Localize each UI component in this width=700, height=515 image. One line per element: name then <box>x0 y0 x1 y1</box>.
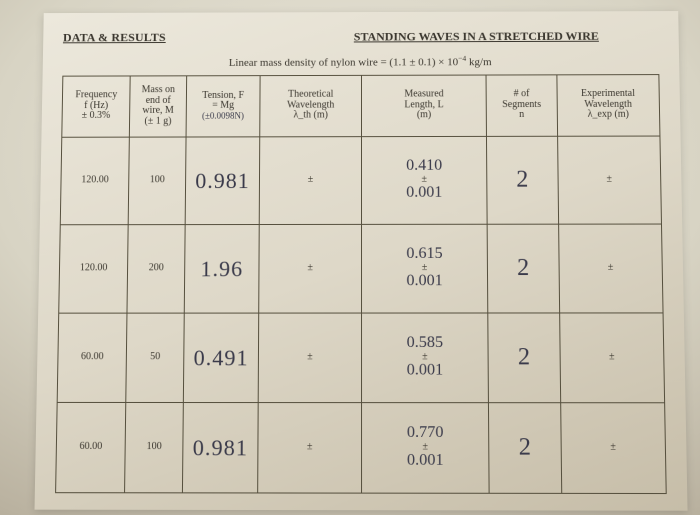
pm-symbol: ± <box>609 352 615 363</box>
pm-symbol: ± <box>307 263 313 274</box>
hand-length-value: 0.770 <box>365 425 485 442</box>
cell-segments: 2 <box>487 136 559 224</box>
document-title: STANDING WAVES IN A STRETCHED WIRE <box>354 29 599 44</box>
hand-length-error: 0.001 <box>365 185 483 202</box>
table-body: 120.001000.981±0.410±0.0012±120.002001.9… <box>56 136 667 493</box>
pm-symbol: ± <box>608 262 614 273</box>
cell-theoretical: ± <box>259 136 362 224</box>
density-suffix: kg/m <box>466 56 491 68</box>
table-row: 60.00100 0.981 ±0.770±0.001 2 ± <box>56 402 667 493</box>
cell-mass: 200 <box>127 224 185 313</box>
hand-length-value: 0.615 <box>365 246 484 263</box>
pm-symbol: ± <box>307 352 313 363</box>
cell-frequency: 120.00 <box>60 137 129 225</box>
table-row: 120.00100 0.981 ±0.410±0.001 2 ± <box>60 136 661 225</box>
hand-length-value: 0.410 <box>365 158 483 175</box>
hand-length-error: 0.001 <box>365 273 484 290</box>
pm-symbol: ± <box>606 174 612 185</box>
col-mass-l4: (± 1 g) <box>133 116 183 126</box>
cell-measured-length: 0.615±0.001 <box>362 224 488 313</box>
linear-density-note: Linear mass density of nylon wire = (1.1… <box>62 53 659 69</box>
col-theo-l3: λ_th (m) <box>263 111 358 122</box>
cell-segments: 2 <box>489 402 562 493</box>
cell-mass: 50 <box>126 313 184 402</box>
cell-segments: 2 <box>487 224 559 313</box>
hand-tension: 0.981 <box>193 434 248 460</box>
cell-tension: 0.491 <box>183 313 258 402</box>
cell-tension: 1.96 <box>184 224 259 313</box>
hand-segments: 2 <box>519 434 531 461</box>
cell-frequency: 120.00 <box>59 224 129 312</box>
cell-tension: 0.981 <box>182 402 258 492</box>
cell-experimental: ± <box>559 313 664 403</box>
hand-length-error: 0.001 <box>365 363 485 380</box>
cell-mass: 100 <box>128 137 186 225</box>
col-mass: Mass on end of wire, M (± 1 g) <box>130 75 187 136</box>
header-row-cells: Frequency f (Hz) ± 0.3% Mass on end of w… <box>62 74 660 137</box>
cell-experimental: ± <box>560 402 666 493</box>
cell-theoretical: ± <box>259 224 362 313</box>
cell-experimental: ± <box>557 136 661 224</box>
data-table: Frequency f (Hz) ± 0.3% Mass on end of w… <box>55 74 667 494</box>
col-exp-l3: λ_exp (m) <box>560 110 656 121</box>
hand-segments: 2 <box>516 167 528 193</box>
section-heading: DATA & RESULTS <box>63 30 166 45</box>
cell-measured-length: 0.770±0.001 <box>362 402 490 493</box>
cell-theoretical: ± <box>258 402 362 493</box>
cell-measured-length: 0.410±0.001 <box>362 136 488 224</box>
table-row: 60.0050 0.491 ±0.585±0.001 2 ± <box>57 313 664 403</box>
cell-measured-length: 0.585±0.001 <box>362 313 489 403</box>
cell-tension: 0.981 <box>185 137 259 225</box>
cell-theoretical: ± <box>258 313 362 403</box>
col-experimental: Experimental Wavelength λ_exp (m) <box>557 74 660 136</box>
hand-length-value: 0.585 <box>365 335 484 352</box>
cell-frequency: 60.00 <box>57 313 127 402</box>
cell-frequency: 60.00 <box>56 402 126 492</box>
col-seg-l3: n <box>490 110 554 121</box>
density-exponent: −4 <box>458 54 466 63</box>
photo-background: DATA & RESULTS STANDING WAVES IN A STRET… <box>0 0 700 515</box>
cell-experimental: ± <box>558 224 663 313</box>
col-tension: Tension, F = Mg (±0.0098N) <box>186 75 260 136</box>
hand-tension: 0.491 <box>193 344 248 369</box>
hand-tension: 0.981 <box>195 168 250 193</box>
col-meas-l3: (m) <box>365 111 483 122</box>
hand-segments: 2 <box>517 255 529 281</box>
col-segments: # of Segments n <box>486 75 557 137</box>
col-measured-length: Measured Length, L (m) <box>362 75 487 137</box>
hand-tension: 1.96 <box>200 256 243 281</box>
col-freq-l3: ± 0.3% <box>66 111 127 122</box>
cell-segments: 2 <box>488 313 560 403</box>
cell-mass: 100 <box>125 402 184 492</box>
pm-symbol: ± <box>307 441 313 452</box>
table-row: 120.00200 1.96 ±0.615±0.001 2 ± <box>59 224 663 313</box>
density-text: Linear mass density of nylon wire = (1.1… <box>229 57 458 69</box>
col-tension-handnote: (±0.0098N) <box>190 112 257 121</box>
col-theoretical: Theoretical Wavelength λ_th (m) <box>260 75 362 136</box>
pm-symbol: ± <box>610 442 616 453</box>
hand-segments: 2 <box>518 344 530 371</box>
hand-length-error: 0.001 <box>365 453 485 470</box>
header-row: DATA & RESULTS STANDING WAVES IN A STRET… <box>63 29 659 45</box>
pm-symbol: ± <box>308 174 314 185</box>
col-frequency: Frequency f (Hz) ± 0.3% <box>62 76 131 137</box>
worksheet-paper: DATA & RESULTS STANDING WAVES IN A STRET… <box>35 11 688 511</box>
